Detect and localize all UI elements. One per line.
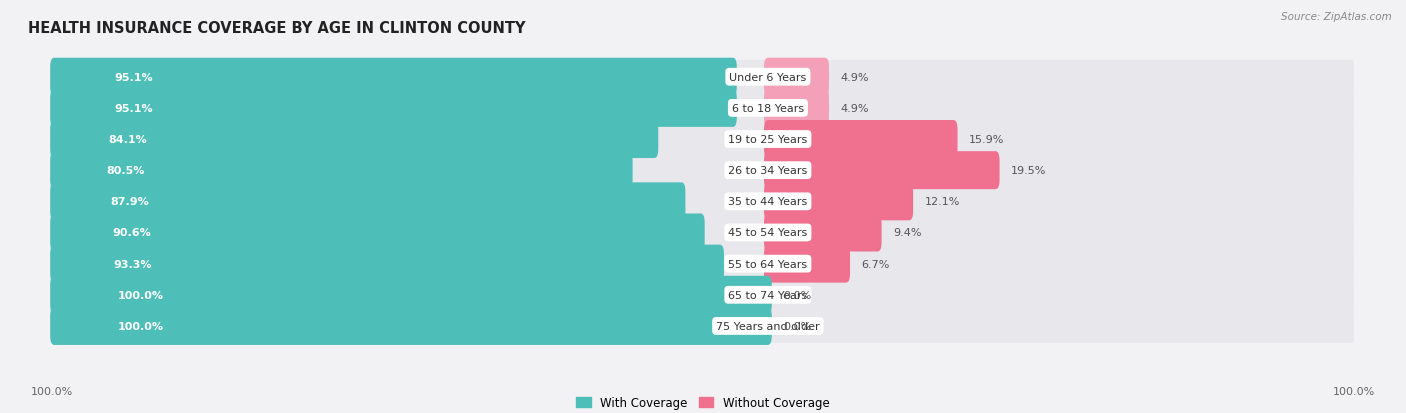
Text: HEALTH INSURANCE COVERAGE BY AGE IN CLINTON COUNTY: HEALTH INSURANCE COVERAGE BY AGE IN CLIN… — [28, 21, 526, 36]
Text: 0.0%: 0.0% — [783, 321, 811, 331]
Text: 100.0%: 100.0% — [118, 321, 163, 331]
FancyBboxPatch shape — [51, 214, 704, 252]
Text: 35 to 44 Years: 35 to 44 Years — [728, 197, 807, 207]
Text: Source: ZipAtlas.com: Source: ZipAtlas.com — [1281, 12, 1392, 22]
FancyBboxPatch shape — [51, 245, 724, 283]
Text: 80.5%: 80.5% — [107, 166, 145, 176]
Text: 19 to 25 Years: 19 to 25 Years — [728, 135, 807, 145]
FancyBboxPatch shape — [52, 309, 1354, 343]
Text: 4.9%: 4.9% — [841, 104, 869, 114]
FancyBboxPatch shape — [51, 183, 685, 221]
FancyBboxPatch shape — [763, 245, 851, 283]
FancyBboxPatch shape — [51, 152, 633, 190]
FancyBboxPatch shape — [52, 185, 1354, 218]
FancyBboxPatch shape — [52, 61, 1354, 94]
Text: 26 to 34 Years: 26 to 34 Years — [728, 166, 807, 176]
Text: 6 to 18 Years: 6 to 18 Years — [733, 104, 804, 114]
FancyBboxPatch shape — [52, 278, 1354, 312]
FancyBboxPatch shape — [763, 121, 957, 159]
Text: 100.0%: 100.0% — [1333, 387, 1375, 396]
FancyBboxPatch shape — [52, 216, 1354, 250]
FancyBboxPatch shape — [51, 121, 658, 159]
Legend: With Coverage, Without Coverage: With Coverage, Without Coverage — [572, 392, 834, 413]
Text: 95.1%: 95.1% — [115, 73, 153, 83]
Text: 4.9%: 4.9% — [841, 73, 869, 83]
Text: 87.9%: 87.9% — [111, 197, 149, 207]
Text: Under 6 Years: Under 6 Years — [730, 73, 807, 83]
Text: 65 to 74 Years: 65 to 74 Years — [728, 290, 807, 300]
FancyBboxPatch shape — [763, 59, 830, 97]
FancyBboxPatch shape — [51, 90, 737, 128]
FancyBboxPatch shape — [763, 152, 1000, 190]
Text: 12.1%: 12.1% — [925, 197, 960, 207]
Text: 100.0%: 100.0% — [118, 290, 163, 300]
FancyBboxPatch shape — [52, 154, 1354, 188]
Text: 45 to 54 Years: 45 to 54 Years — [728, 228, 807, 238]
FancyBboxPatch shape — [763, 214, 882, 252]
Text: 0.0%: 0.0% — [783, 290, 811, 300]
Text: 75 Years and older: 75 Years and older — [716, 321, 820, 331]
Text: 90.6%: 90.6% — [112, 228, 150, 238]
FancyBboxPatch shape — [51, 59, 737, 97]
Text: 19.5%: 19.5% — [1011, 166, 1046, 176]
Text: 100.0%: 100.0% — [31, 387, 73, 396]
Text: 55 to 64 Years: 55 to 64 Years — [728, 259, 807, 269]
Text: 95.1%: 95.1% — [115, 104, 153, 114]
Text: 6.7%: 6.7% — [862, 259, 890, 269]
Text: 84.1%: 84.1% — [108, 135, 148, 145]
Text: 9.4%: 9.4% — [893, 228, 922, 238]
FancyBboxPatch shape — [51, 307, 772, 345]
FancyBboxPatch shape — [52, 92, 1354, 126]
Text: 15.9%: 15.9% — [969, 135, 1004, 145]
FancyBboxPatch shape — [51, 276, 772, 314]
Text: 93.3%: 93.3% — [114, 259, 152, 269]
FancyBboxPatch shape — [763, 90, 830, 128]
FancyBboxPatch shape — [52, 247, 1354, 281]
FancyBboxPatch shape — [763, 183, 912, 221]
FancyBboxPatch shape — [52, 123, 1354, 157]
